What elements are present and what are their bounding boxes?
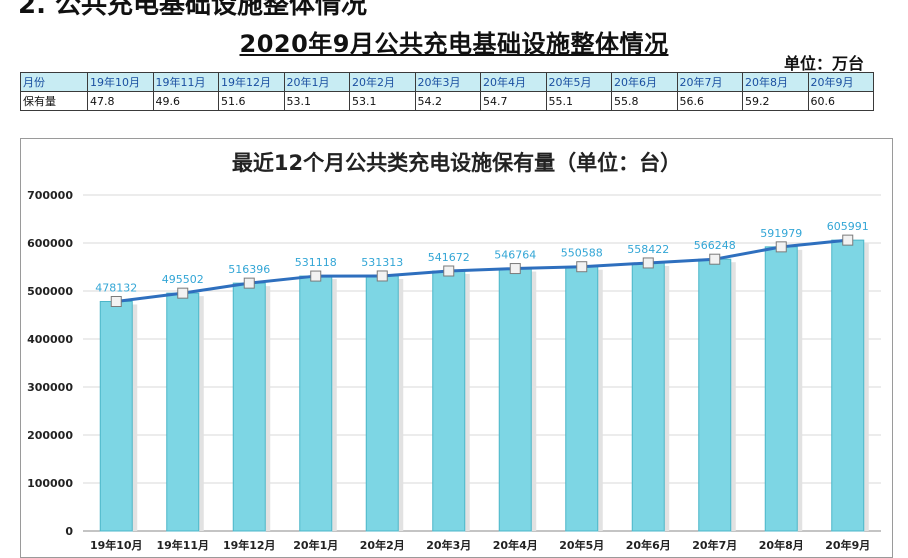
table-header-cell: 19年11月 — [152, 72, 219, 92]
table-cell: 51.6 — [218, 91, 285, 111]
page-title: 2020年9月公共充电基础设施整体情况 — [239, 30, 669, 58]
bar — [232, 282, 266, 532]
table-cell: 59.2 — [742, 91, 809, 111]
bar — [831, 239, 865, 532]
data-label: 541672 — [428, 251, 470, 264]
line-marker — [443, 265, 455, 277]
table-cell: 54.7 — [480, 91, 547, 111]
y-tick-label: 100000 — [27, 477, 73, 490]
data-label: 566248 — [694, 239, 736, 252]
bar — [299, 275, 333, 532]
x-tick-label: 20年3月 — [426, 538, 471, 552]
table-header-cell: 20年6月 — [611, 72, 678, 92]
line-marker — [376, 270, 388, 282]
data-label: 546764 — [494, 249, 536, 262]
bar — [432, 270, 466, 532]
x-tick-label: 20年1月 — [293, 538, 338, 552]
data-label: 516396 — [228, 263, 270, 276]
y-tick-label: 500000 — [27, 285, 73, 298]
table-header-cell: 19年10月 — [87, 72, 154, 92]
chart-title: 最近12个月公共类充电设施保有量（单位：台） — [231, 151, 682, 175]
table-header-cell: 20年4月 — [480, 72, 547, 92]
table-header-cell: 20年7月 — [676, 72, 743, 92]
x-tick-label: 19年10月 — [90, 538, 143, 552]
x-tick-label: 20年4月 — [493, 538, 538, 552]
y-tick-label: 700000 — [27, 189, 73, 202]
line-marker — [509, 263, 521, 275]
section-heading: 2. 公共充电基础设施整体情况 — [18, 0, 368, 20]
table-header-cell: 20年3月 — [414, 72, 481, 92]
summary-table: 月份 19年10月 19年11月 19年12月 20年1月 20年2月 20年3月 20年4… — [20, 72, 874, 111]
table-cell: 53.1 — [349, 91, 416, 111]
line-marker — [709, 253, 721, 265]
line-marker — [842, 234, 854, 246]
table-cell: 47.8 — [87, 91, 154, 111]
data-label: 605991 — [827, 220, 869, 233]
y-tick-label: 400000 — [27, 333, 73, 346]
table-cell: 55.8 — [611, 91, 678, 111]
bar — [498, 268, 532, 532]
bar — [99, 300, 133, 532]
line-marker — [775, 241, 787, 253]
table-row: 保有量 47.8 49.6 51.6 53.1 53.1 54.2 54.7 55.1 55.8… — [20, 91, 874, 111]
bar — [764, 246, 798, 532]
x-tick-label: 19年12月 — [223, 538, 276, 552]
line-marker — [310, 270, 322, 282]
line-marker — [576, 261, 588, 273]
line-marker — [243, 277, 255, 289]
x-tick-label: 20年8月 — [759, 538, 804, 552]
data-label: 591979 — [760, 227, 802, 240]
line-marker — [642, 257, 654, 269]
table-header-cell: 20年9月 — [807, 72, 874, 92]
bar — [166, 292, 200, 532]
x-tick-label: 19年11月 — [156, 538, 209, 552]
table-row-label: 保有量 — [20, 91, 88, 111]
x-tick-label: 20年6月 — [626, 538, 671, 552]
table-row-label: 月份 — [20, 72, 88, 92]
line-marker — [177, 287, 189, 299]
table-header-cell: 20年2月 — [349, 72, 416, 92]
table-cell: 56.6 — [676, 91, 743, 111]
data-label: 558422 — [627, 243, 669, 256]
bar-line-chart: 0 100000 200000 300000 400000 500000 600000 700… — [27, 189, 881, 552]
x-tick-label: 20年7月 — [692, 538, 737, 552]
series-line — [116, 238, 848, 303]
table-cell: 49.6 — [152, 91, 219, 111]
table-header-cell: 20年5月 — [545, 72, 612, 92]
y-tick-label: 200000 — [27, 429, 73, 442]
line-marker — [110, 295, 122, 307]
x-tick-label: 20年5月 — [559, 538, 604, 552]
data-label: 531313 — [361, 256, 403, 269]
table-cell: 54.2 — [414, 91, 481, 111]
chart-panel: 最近12个月公共类充电设施保有量（单位：台） 0 100000 200000 3000… — [20, 138, 893, 558]
data-label: 531118 — [295, 256, 337, 269]
data-label: 495502 — [162, 273, 204, 286]
data-label: 478132 — [95, 281, 137, 294]
table-header-row: 月份 19年10月 19年11月 19年12月 20年1月 20年2月 20年3月 20年4… — [20, 72, 874, 92]
bar — [631, 262, 665, 532]
data-label: 550588 — [561, 247, 603, 260]
x-tick-label: 20年2月 — [360, 538, 405, 552]
bar — [698, 258, 732, 532]
table-cell: 60.6 — [807, 91, 874, 111]
bar — [365, 275, 399, 532]
table-cell: 55.1 — [545, 91, 612, 111]
table-header-cell: 20年1月 — [283, 72, 350, 92]
table-cell: 53.1 — [283, 91, 350, 111]
bar — [565, 266, 599, 532]
unit-label: 单位：万台 — [783, 54, 864, 73]
y-tick-label: 600000 — [27, 237, 73, 250]
x-tick-label: 20年9月 — [825, 538, 870, 552]
y-tick-label: 300000 — [27, 381, 73, 394]
y-tick-label: 0 — [65, 525, 73, 538]
table-header-cell: 20年8月 — [742, 72, 809, 92]
table-header-cell: 19年12月 — [218, 72, 285, 92]
